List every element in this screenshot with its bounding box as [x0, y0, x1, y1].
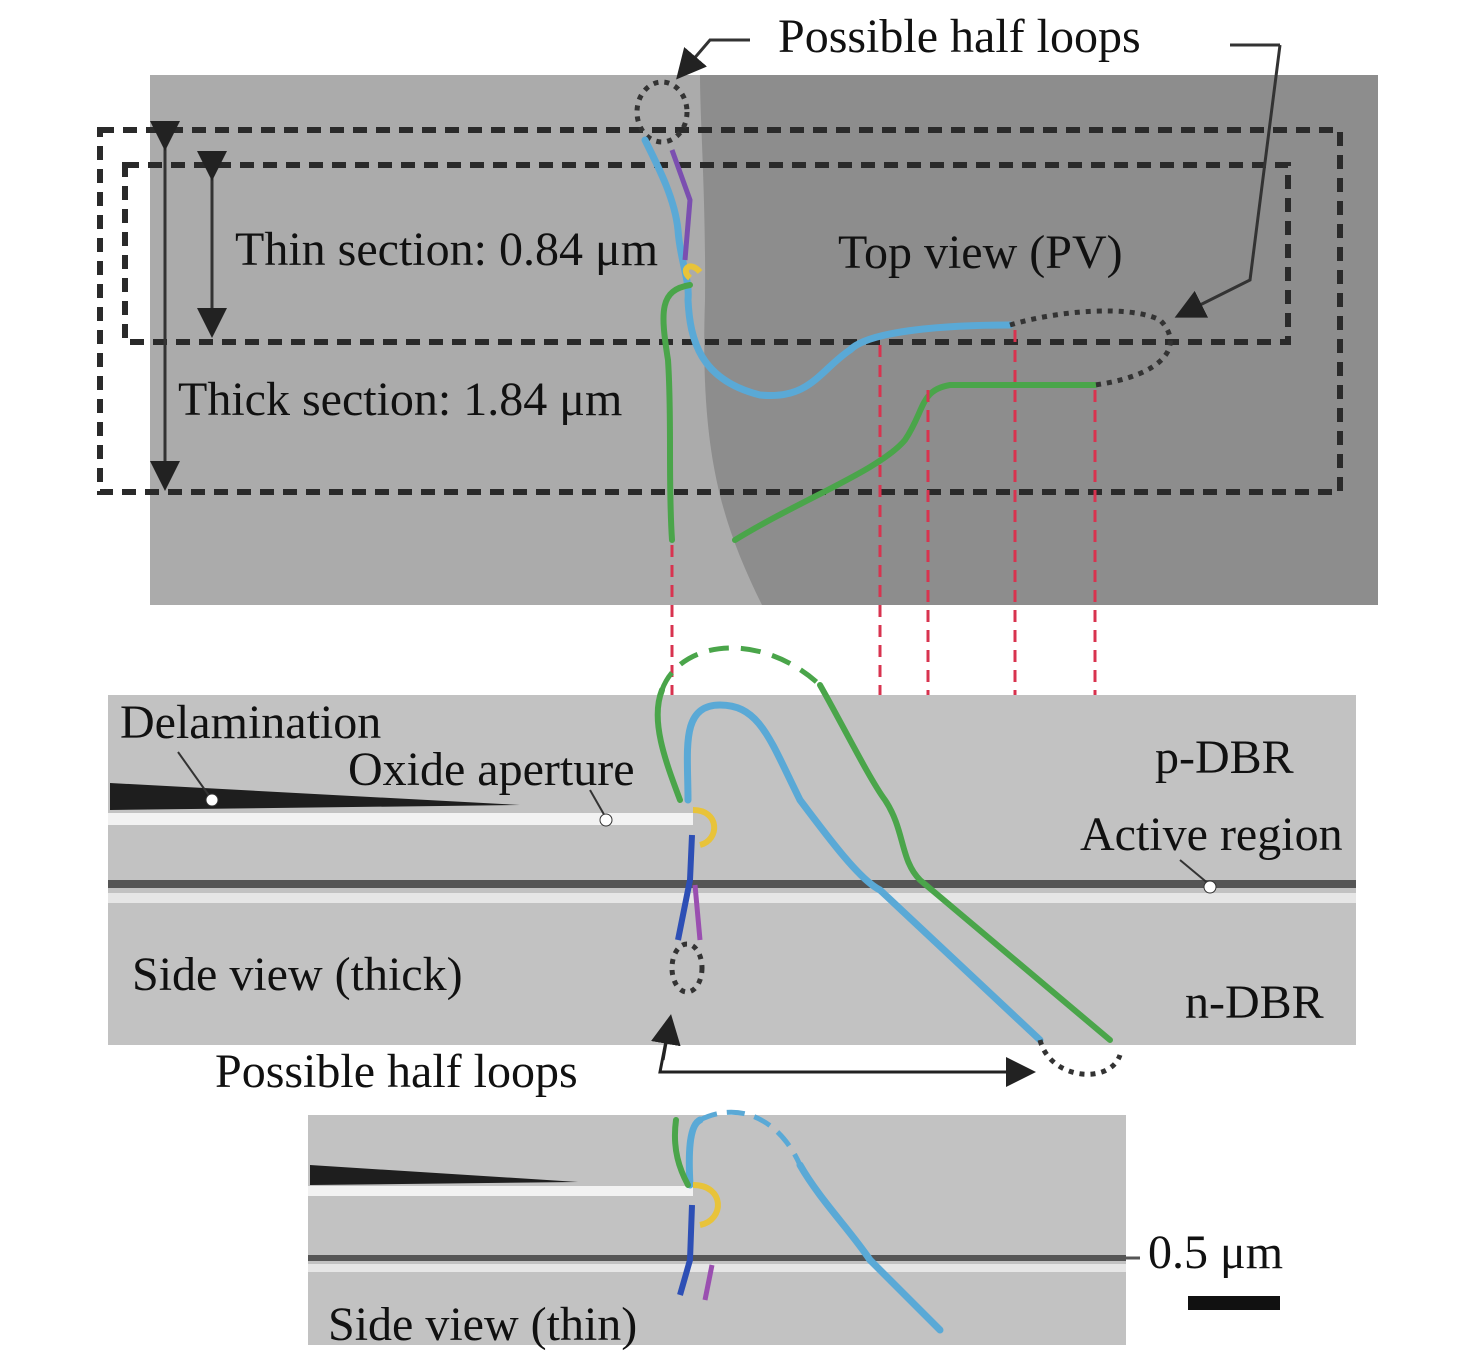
label: Side view (thin)	[328, 1298, 637, 1351]
leader	[676, 38, 750, 80]
half-loop	[669, 941, 705, 995]
dislocation-purple	[702, 1264, 715, 1301]
label: Active region	[1080, 808, 1343, 861]
active-band	[108, 893, 1356, 903]
thick-section-outline	[97, 127, 1343, 495]
dislocation-green	[660, 282, 1098, 543]
side-panel	[108, 695, 1356, 1045]
dislocation-blue	[796, 1161, 944, 1334]
oxide-layer	[108, 813, 693, 825]
scale-bar	[1188, 1296, 1280, 1310]
dislocation-blue	[685, 1116, 704, 1189]
label: 0.5 μm	[1148, 1226, 1283, 1279]
dislocation-green	[654, 682, 1113, 1043]
dislocation-purple	[669, 149, 693, 261]
dislocation-green	[671, 1117, 691, 1188]
dislocation-yellow	[692, 1182, 721, 1228]
marker	[599, 813, 613, 827]
marker	[1203, 880, 1217, 894]
side-view-thin: Side view (thin) 0.5 μm	[308, 1109, 1283, 1351]
delamination	[310, 1165, 578, 1185]
side-panel	[308, 1115, 1126, 1345]
label: Possible half loops	[215, 1045, 578, 1098]
leader	[177, 751, 211, 798]
label: Top view (PV)	[838, 226, 1123, 279]
dislocation-dashed	[698, 1109, 803, 1167]
label: p-DBR	[1155, 731, 1294, 784]
leader	[1174, 44, 1282, 318]
dislocation-yellow	[692, 807, 718, 848]
dislocation-blue	[683, 701, 1044, 1044]
active-band	[308, 1264, 1126, 1272]
label: n-DBR	[1185, 976, 1324, 1029]
active-layer	[308, 1255, 1126, 1261]
label: Possible half loops	[778, 10, 1141, 63]
half-loop	[1037, 1039, 1123, 1077]
dislocation-blue	[641, 136, 1014, 400]
top-view: Possible half loops Thin section: 0.84 μ…	[97, 10, 1378, 605]
side-view-thick: Delamination Oxide aperture p-DBR Active…	[108, 645, 1356, 1098]
leader	[1179, 859, 1211, 886]
thin-section-outline	[122, 162, 1291, 345]
label: Side view (thick)	[132, 948, 463, 1001]
leader	[651, 1014, 681, 1061]
dislocation-purple	[692, 884, 703, 941]
oxide-layer	[308, 1186, 693, 1196]
dislocation-dashed	[659, 645, 822, 691]
dislocation-yellow	[682, 263, 703, 281]
active-layer	[108, 880, 1356, 888]
dislocation-navy	[675, 834, 695, 941]
label: Thin section: 0.84 μm	[235, 223, 658, 276]
label: Oxide aperture	[348, 743, 635, 796]
dislocation-navy	[677, 1204, 695, 1296]
label: Delamination	[120, 696, 381, 749]
label: Thick section: 1.84 μm	[178, 373, 622, 426]
marker	[205, 793, 219, 807]
half-loop	[634, 79, 690, 145]
leader	[589, 789, 607, 819]
